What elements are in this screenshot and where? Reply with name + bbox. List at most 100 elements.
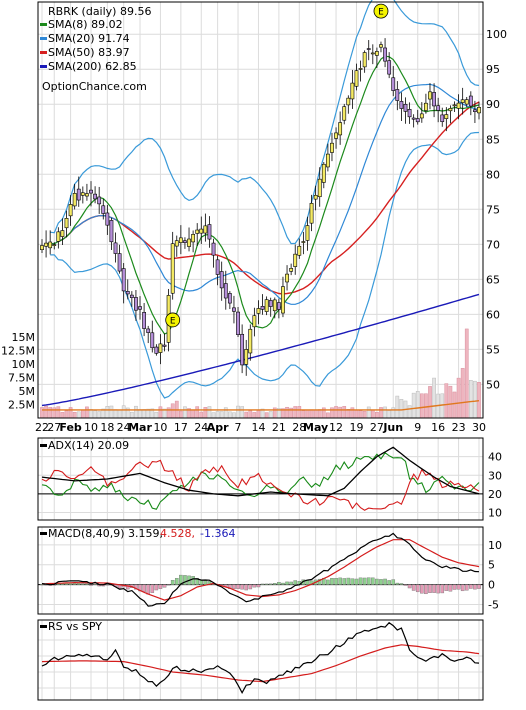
volume-bar bbox=[195, 406, 200, 419]
candle-body bbox=[281, 286, 285, 314]
macd-histogram-bar bbox=[440, 584, 445, 594]
adx-panel-frame bbox=[37, 437, 484, 521]
macd-tick-label: 5 bbox=[488, 559, 495, 572]
volume-bar bbox=[252, 412, 257, 419]
volume-bar bbox=[80, 409, 85, 419]
macd-histogram-bar bbox=[154, 584, 159, 591]
macd-histogram-bar bbox=[464, 584, 469, 591]
volume-bar bbox=[76, 411, 81, 419]
candle-body bbox=[395, 89, 400, 101]
volume-bar bbox=[183, 406, 187, 419]
macd-histogram-bar bbox=[444, 584, 449, 591]
x-tick-label: 22 bbox=[35, 421, 49, 434]
price-tick-label: 75 bbox=[486, 203, 500, 216]
candle-body bbox=[358, 68, 363, 70]
volume-bar bbox=[154, 411, 159, 419]
volume-bar bbox=[473, 380, 477, 419]
candle-body bbox=[448, 108, 453, 112]
sma8-line bbox=[45, 55, 480, 335]
candle-body bbox=[391, 77, 396, 91]
macd-histogram-bar bbox=[281, 582, 285, 585]
volume-bar bbox=[285, 406, 289, 419]
volume-bar bbox=[207, 406, 212, 419]
candle-body bbox=[240, 333, 245, 366]
volume-bar bbox=[85, 406, 89, 419]
x-tick-label: 27 bbox=[47, 421, 61, 434]
volume-bar bbox=[121, 405, 126, 419]
x-tick-label: 14 bbox=[251, 421, 265, 434]
price-tick-label: 65 bbox=[486, 273, 500, 286]
macd-histogram-bar bbox=[383, 578, 387, 585]
volume-bar bbox=[44, 405, 48, 419]
legend-entry: SMA(50) 83.97 bbox=[48, 46, 130, 59]
rs-panel-frame bbox=[37, 619, 484, 701]
volume-bar bbox=[362, 410, 367, 419]
volume-bar bbox=[268, 411, 273, 419]
volume-bar bbox=[97, 411, 102, 419]
macd-histogram-bar bbox=[85, 583, 89, 585]
macd-histogram-bar bbox=[289, 581, 293, 585]
macd-histogram-bar bbox=[105, 584, 110, 586]
x-tick-label: 24 bbox=[194, 421, 208, 434]
macd-histogram-bar bbox=[174, 578, 179, 585]
candle-body bbox=[125, 291, 130, 295]
candle-body bbox=[436, 105, 441, 111]
price-tick-label: 60 bbox=[486, 308, 500, 321]
frame-layer bbox=[37, 1, 484, 701]
candle-body bbox=[305, 225, 310, 241]
volume-bar bbox=[219, 411, 224, 419]
volume-bar bbox=[138, 409, 142, 419]
candle-body bbox=[460, 99, 465, 103]
macd-histogram-bar bbox=[424, 584, 428, 595]
price-tick-label: 100 bbox=[486, 28, 507, 41]
macd-histogram-bar bbox=[248, 584, 253, 590]
legend-swatch bbox=[40, 65, 47, 68]
candle-body bbox=[138, 306, 142, 310]
macd-histogram-bar bbox=[244, 584, 249, 591]
sma20-line bbox=[50, 83, 480, 305]
candle-body bbox=[236, 311, 240, 335]
candle-body bbox=[85, 193, 89, 197]
macd-histogram-bar bbox=[89, 584, 93, 586]
x-tick-label: 27 bbox=[370, 421, 384, 434]
macd-tick-label: 0 bbox=[488, 579, 495, 592]
candle-body bbox=[399, 101, 404, 109]
candle-body bbox=[80, 192, 85, 196]
candle-body bbox=[289, 268, 294, 272]
volume-average-line bbox=[42, 400, 480, 411]
macd-histogram-bar bbox=[452, 584, 457, 590]
candle-body bbox=[301, 241, 306, 243]
candle-body bbox=[260, 306, 265, 310]
minus-di-line bbox=[41, 459, 480, 511]
earnings-marker-label: E bbox=[378, 8, 384, 18]
macd-histogram-bar bbox=[264, 583, 269, 585]
ticker-title: RBRK (daily) 89.56 bbox=[48, 5, 151, 18]
volume-bar bbox=[89, 409, 93, 419]
macd-histogram-bar bbox=[375, 578, 379, 585]
volume-bar bbox=[203, 407, 208, 419]
legend-swatch bbox=[40, 23, 47, 26]
volume-bar bbox=[60, 412, 65, 419]
candle-body bbox=[297, 245, 302, 256]
candle-body bbox=[321, 163, 326, 183]
volume-bar bbox=[244, 411, 249, 419]
volume-bar bbox=[215, 411, 220, 419]
volume-bar bbox=[48, 407, 53, 419]
candle-body bbox=[52, 244, 57, 246]
volume-bar bbox=[142, 409, 146, 419]
macd-histogram-value: -1.364 bbox=[200, 527, 235, 540]
macd-histogram-bar bbox=[330, 578, 334, 585]
volume-bar bbox=[191, 409, 195, 419]
macd-histogram-bar bbox=[76, 582, 81, 585]
volume-bar bbox=[317, 409, 322, 419]
candle-body bbox=[89, 189, 93, 194]
candle-body bbox=[64, 217, 69, 229]
series-layer bbox=[38, 0, 483, 694]
macd-histogram-bar bbox=[293, 580, 298, 585]
macd-histogram-bar bbox=[166, 584, 171, 586]
candle-body bbox=[199, 228, 204, 234]
volume-bar bbox=[468, 380, 473, 419]
